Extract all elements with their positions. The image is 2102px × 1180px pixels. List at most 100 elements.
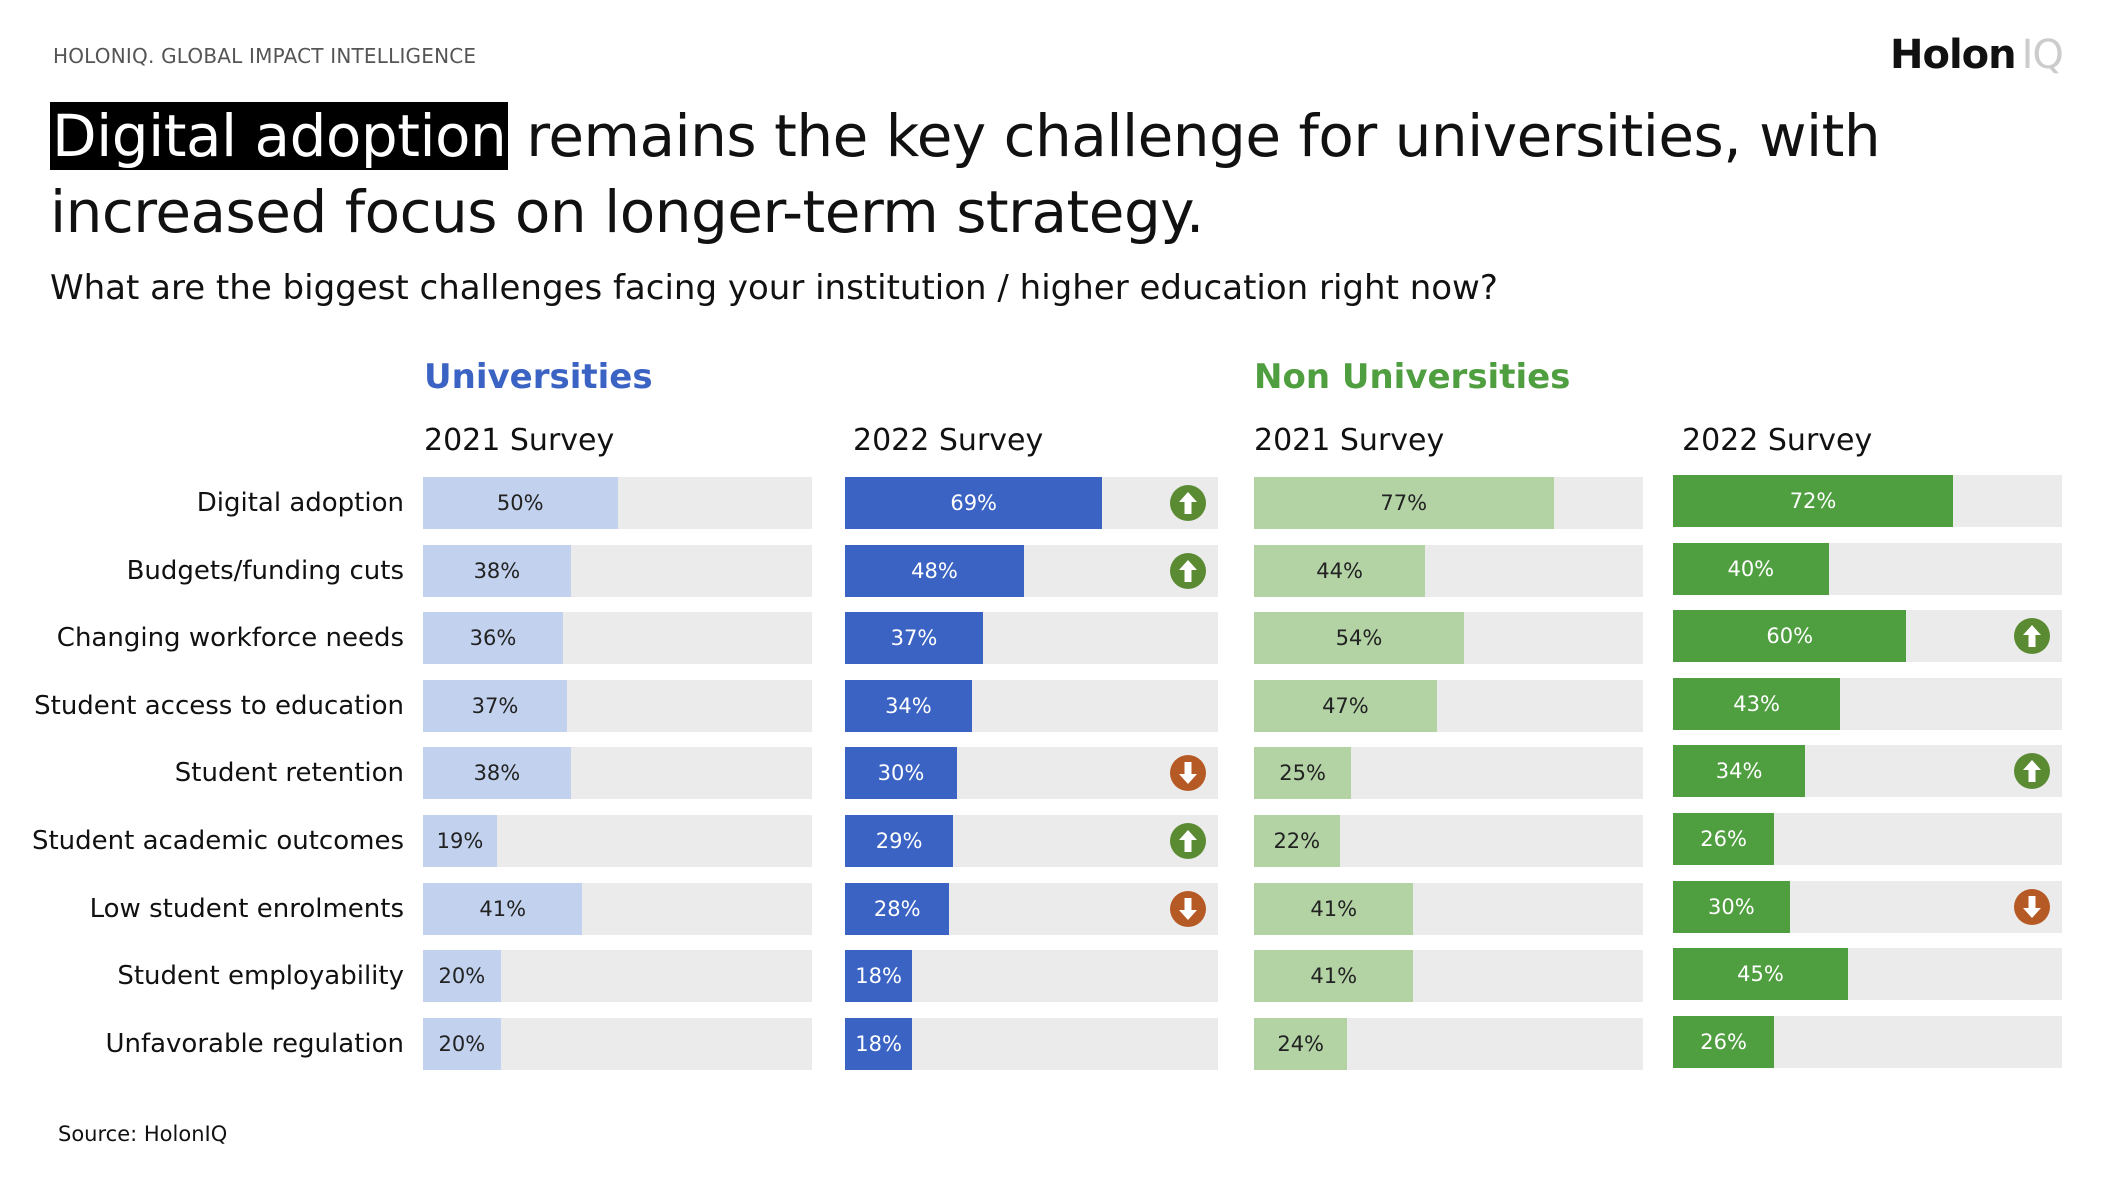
title-highlight: Digital adoption xyxy=(50,102,509,170)
bar-track: 19% xyxy=(423,815,812,867)
bar xyxy=(423,1017,501,1070)
bar xyxy=(423,612,564,665)
bar-track: 29% xyxy=(845,815,1218,867)
bar xyxy=(423,544,571,597)
category-label: Low student enrolments xyxy=(89,893,404,924)
data-label: 38% xyxy=(473,761,521,786)
bar xyxy=(1254,882,1414,935)
data-label: 28% xyxy=(873,896,921,921)
arrow-up-icon xyxy=(1170,552,1206,589)
data-label: 22% xyxy=(1273,829,1321,853)
bar-track: 30% xyxy=(1673,880,2062,933)
group-title-non-universities: Non Universities xyxy=(1254,357,1571,397)
bar-track: 37% xyxy=(423,679,812,732)
data-label: 69% xyxy=(950,491,998,515)
category-label: Student academic outcomes xyxy=(31,826,404,856)
data-label: 44% xyxy=(1316,558,1363,583)
title-rest: remains the key challenge for universiti… xyxy=(50,102,1881,246)
bar-track: 43% xyxy=(1673,677,2062,730)
data-label: 19% xyxy=(436,829,484,853)
bar-track: 77% xyxy=(1254,477,1643,529)
data-label: 48% xyxy=(911,558,958,583)
data-label: 34% xyxy=(885,693,932,718)
bar-track: 38% xyxy=(423,544,812,597)
bar-track: 26% xyxy=(1673,1015,2062,1068)
data-label: 25% xyxy=(1279,761,1326,786)
data-label: 43% xyxy=(1733,691,1780,716)
bar-track: 36% xyxy=(423,612,812,665)
bar xyxy=(1254,747,1352,800)
bar-track: 24% xyxy=(1254,1017,1643,1070)
bar-track: 41% xyxy=(1254,882,1643,935)
bar xyxy=(1254,544,1426,597)
category-label: Digital adoption xyxy=(196,488,404,518)
bar xyxy=(845,950,913,1003)
bar xyxy=(1673,948,1849,1001)
bar-track: 34% xyxy=(1673,745,2062,798)
bar-track: 25% xyxy=(1254,747,1643,800)
bar-track: 48% xyxy=(845,544,1218,597)
data-label: 38% xyxy=(473,558,521,583)
holoniq-logo: Holon IQ xyxy=(1890,32,2064,78)
category-label: Student retention xyxy=(174,758,404,789)
bar xyxy=(845,1017,913,1070)
data-label: 29% xyxy=(875,829,923,853)
bar-track: 18% xyxy=(845,950,1218,1003)
logo-main: Holon xyxy=(1890,32,2017,78)
bar xyxy=(1673,813,1775,865)
data-label: 60% xyxy=(1766,624,1814,649)
arrow-up-icon xyxy=(2014,618,2050,655)
category-label: Student access to education xyxy=(34,690,404,721)
bar xyxy=(1254,612,1465,665)
bar xyxy=(423,477,618,529)
bar-track: 40% xyxy=(1673,542,2062,595)
data-label: 18% xyxy=(855,964,902,989)
bar xyxy=(845,815,954,867)
bar xyxy=(423,950,501,1003)
category-label: Student employability xyxy=(117,961,404,992)
bar xyxy=(1673,542,1829,595)
bar-track: 41% xyxy=(423,882,812,935)
data-label: 77% xyxy=(1380,491,1428,515)
bar xyxy=(1673,880,1790,933)
bar xyxy=(845,477,1103,529)
category-label: Changing workforce needs xyxy=(56,623,404,654)
bar-track: 60% xyxy=(1673,610,2062,663)
data-label: 18% xyxy=(855,1031,902,1056)
panel-title-uni-2021: 2021 Survey xyxy=(424,423,615,458)
data-label: 20% xyxy=(438,964,486,989)
arrow-down-icon xyxy=(1170,755,1206,792)
bar xyxy=(1673,1015,1775,1068)
data-label: 34% xyxy=(1715,759,1763,784)
arrow-down-icon xyxy=(1170,890,1206,927)
data-label: 50% xyxy=(496,491,544,515)
data-label: 36% xyxy=(469,626,517,651)
data-label: 20% xyxy=(438,1031,486,1056)
bar-track: 28% xyxy=(845,882,1218,935)
bar xyxy=(1673,745,1806,798)
data-label: 30% xyxy=(877,761,925,786)
data-label: 26% xyxy=(1700,827,1747,851)
logo-suffix: IQ xyxy=(2021,32,2064,78)
bar-track: 37% xyxy=(845,612,1218,665)
category-label: Budgets/funding cuts xyxy=(126,555,404,586)
bar-track: 69% xyxy=(845,477,1218,529)
bar xyxy=(1254,679,1437,732)
bar xyxy=(1254,815,1340,867)
arrow-up-icon xyxy=(1170,823,1206,859)
bar-track: 34% xyxy=(845,679,1218,732)
data-label: 37% xyxy=(890,626,938,651)
bar xyxy=(1673,610,1907,663)
bar xyxy=(1254,477,1554,529)
bar xyxy=(845,544,1025,597)
arrow-down-icon xyxy=(2014,888,2050,925)
category-label: Unfavorable regulation xyxy=(105,1028,404,1059)
data-label: 72% xyxy=(1789,489,1837,513)
bar-track: 41% xyxy=(1254,950,1643,1003)
data-label: 41% xyxy=(1310,964,1358,989)
bar-track: 50% xyxy=(423,477,812,529)
bar-track: 22% xyxy=(1254,815,1643,867)
bar-track: 38% xyxy=(423,747,812,800)
data-label: 30% xyxy=(1708,894,1755,919)
bar xyxy=(423,679,567,732)
